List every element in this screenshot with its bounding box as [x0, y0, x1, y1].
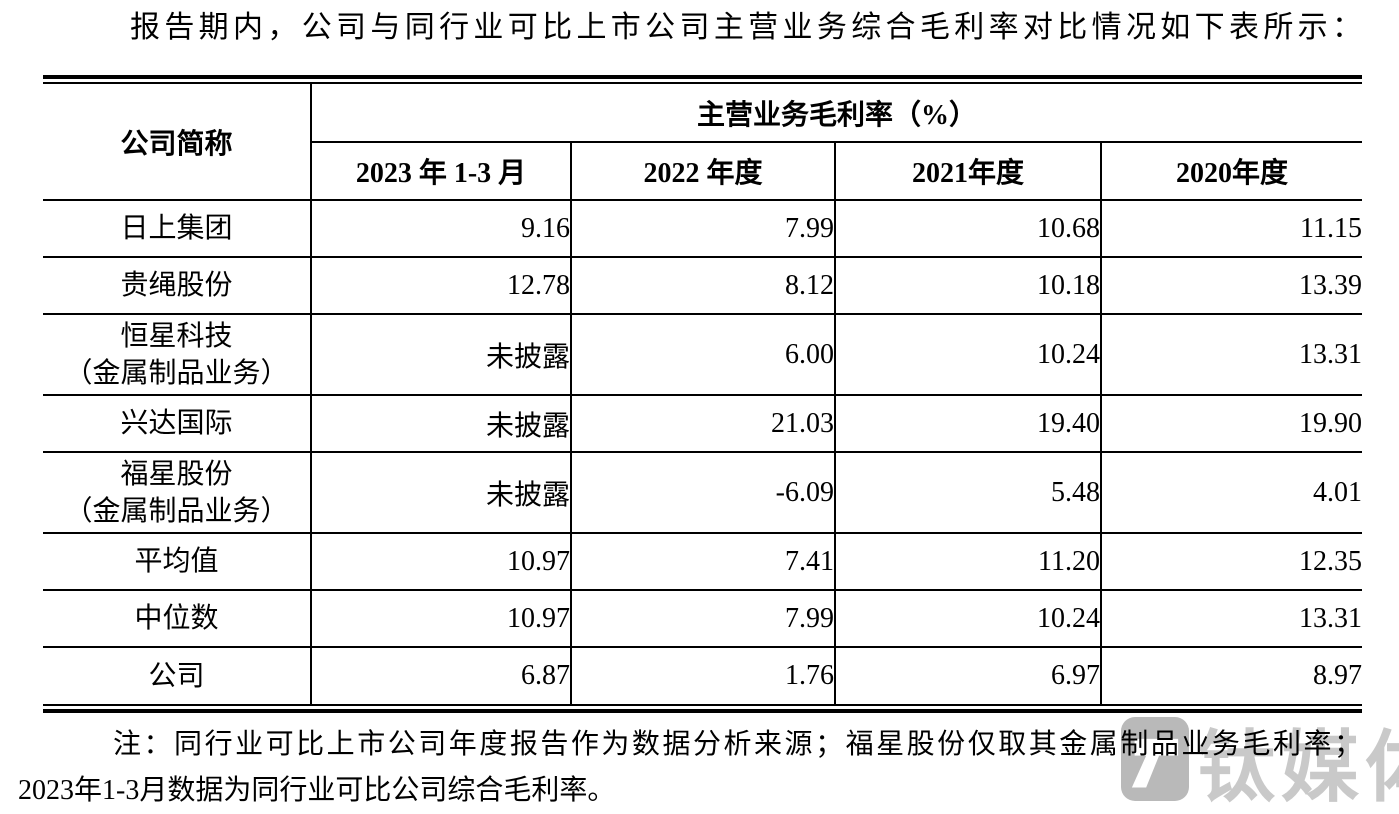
header-row-group: 公司简称 主营业务毛利率（%） — [42, 83, 1364, 201]
margin-value-cell: 4.01 — [1099, 451, 1364, 534]
margin-value-cell: 7.99 — [570, 589, 836, 648]
table-note: 注：同行业可比上市公司年度报告作为数据分析来源；福星股份仅取其金属制品业务毛利率… — [18, 722, 1362, 814]
margin-value-cell: 6.00 — [570, 313, 836, 396]
margin-value-cell: 6.97 — [834, 646, 1102, 705]
company-name-cell: 贵绳股份 — [42, 256, 312, 315]
table-row: 公司 6.87 1.76 6.97 8.97 — [42, 646, 1364, 705]
table-row: 兴达国际 未披露 21.03 19.40 19.90 — [42, 394, 1364, 453]
margin-value-cell: 8.97 — [1099, 646, 1364, 705]
margin-value-cell: 8.12 — [570, 256, 836, 315]
margin-value-cell: 10.68 — [834, 199, 1102, 258]
company-name-cell: 日上集团 — [42, 199, 312, 258]
margin-value-cell: 10.18 — [834, 256, 1102, 315]
period-header-cell: 2023 年 1-3 月 — [310, 141, 572, 201]
margin-value-cell: 未披露 — [310, 451, 572, 534]
margin-value-cell: 21.03 — [570, 394, 836, 453]
table-body: 日上集团 9.16 7.99 10.68 11.15 贵绳股份 12.78 8.12 10.18… — [42, 199, 1364, 705]
table-row: 恒星科技 （金属制品业务） 未披露 6.00 10.24 13.31 — [42, 313, 1364, 396]
period-header-cell: 2021年度 — [834, 141, 1102, 201]
margin-value-cell: 11.20 — [834, 532, 1102, 591]
table-note-line2: 2023年1-3月数据为同行业可比公司综合毛利率。 — [18, 775, 616, 806]
margin-value-cell: 13.31 — [1099, 313, 1364, 396]
table-top-thick-rule — [43, 75, 1362, 79]
comparison-table-zone: 公司简称 主营业务毛利率（%） 2023 年 1-3 月 2022 年度 202… — [42, 75, 1364, 713]
table-row: 贵绳股份 12.78 8.12 10.18 13.39 — [42, 256, 1364, 315]
margin-value-cell: 9.16 — [310, 199, 572, 258]
margin-value-cell: 7.99 — [570, 199, 836, 258]
company-name-cell: 恒星科技 （金属制品业务） — [42, 313, 312, 396]
table-row: 平均值 10.97 7.41 11.20 12.35 — [42, 532, 1364, 591]
margin-value-cell: 13.31 — [1099, 589, 1364, 648]
margin-value-cell: 1.76 — [570, 646, 836, 705]
intro-paragraph: 报告期内，公司与同行业可比上市公司主营业务综合毛利率对比情况如下表所示： — [130, 11, 1362, 44]
margin-value-cell: 13.39 — [1099, 256, 1364, 315]
table-row: 中位数 10.97 7.99 10.24 13.31 — [42, 589, 1364, 648]
margin-value-cell: -6.09 — [570, 451, 836, 534]
company-name-cell: 平均值 — [42, 532, 312, 591]
margin-value-cell: 10.97 — [310, 589, 572, 648]
margin-value-cell: 12.35 — [1099, 532, 1364, 591]
margin-value-cell: 未披露 — [310, 394, 572, 453]
margin-value-cell: 10.97 — [310, 532, 572, 591]
table-top-thin-rule — [43, 82, 1362, 84]
margin-value-cell: 6.87 — [310, 646, 572, 705]
company-name-cell: 公司 — [42, 646, 312, 705]
table-row: 日上集团 9.16 7.99 10.68 11.15 — [42, 199, 1364, 258]
header-row-periods: 2023 年 1-3 月 2022 年度 2021年度 2020年度 — [43, 141, 1364, 201]
group-header-cell: 主营业务毛利率（%） — [309, 83, 1364, 143]
table-row: 福星股份 （金属制品业务） 未披露 -6.09 5.48 4.01 — [42, 451, 1364, 534]
margin-value-cell: 7.41 — [570, 532, 836, 591]
margin-value-cell: 12.78 — [310, 256, 572, 315]
company-name-cell: 福星股份 （金属制品业务） — [42, 451, 312, 534]
margin-value-cell: 5.48 — [834, 451, 1102, 534]
margin-value-cell: 10.24 — [834, 313, 1102, 396]
period-header-cell: 2020年度 — [1099, 141, 1364, 201]
table-bottom-thin-rule — [43, 704, 1362, 706]
corner-header-cell: 公司简称 — [42, 83, 312, 201]
tmtpost-logo-icon — [1121, 717, 1189, 801]
table-bottom-thick-rule — [43, 709, 1362, 713]
table-note-line1: 注：同行业可比上市公司年度报告作为数据分析来源；福星股份仅取其金属制品业务毛利率… — [113, 729, 1362, 760]
period-header-cell: 2022 年度 — [570, 141, 836, 201]
company-name-cell: 中位数 — [42, 589, 312, 648]
margin-value-cell: 19.90 — [1099, 394, 1364, 453]
margin-value-cell: 10.24 — [834, 589, 1102, 648]
margin-value-cell: 19.40 — [834, 394, 1102, 453]
gross-margin-comparison-table: 公司简称 主营业务毛利率（%） 2023 年 1-3 月 2022 年度 202… — [42, 83, 1364, 705]
watermark-text: 钛媒体 — [1197, 723, 1399, 811]
company-name-cell: 兴达国际 — [42, 394, 312, 453]
margin-value-cell: 未披露 — [310, 313, 572, 396]
margin-value-cell: 11.15 — [1099, 199, 1364, 258]
